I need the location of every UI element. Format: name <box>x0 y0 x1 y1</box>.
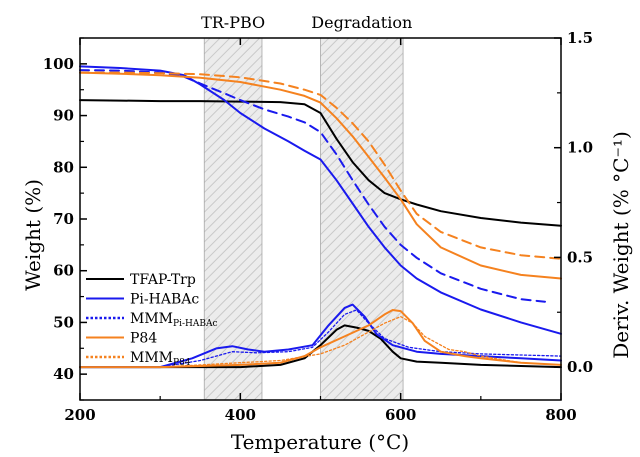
y-right-tick-label-4: 1.5 <box>567 29 593 47</box>
weight-series-3 <box>79 69 546 303</box>
derivative-series-2 <box>79 303 562 369</box>
legend-label-subscript-3: Pi-HABAc <box>173 319 217 329</box>
region-label-2: Degradation <box>311 13 412 32</box>
shaded-region-1 <box>203 37 263 401</box>
derivative-series-3 <box>79 309 562 368</box>
y-left-tick-label-2: 50 <box>53 313 74 331</box>
legend-label-2: Pi-HABAc <box>130 292 199 308</box>
y-left-tick-label-1: 40 <box>53 365 74 383</box>
weight-series-5 <box>79 71 562 260</box>
y-axis-right-title: Deriv. Weight (% °C⁻¹) <box>609 131 633 359</box>
x-axis-title: Temperature (°C) <box>231 430 409 454</box>
y-right-tick-label-1: 0.0 <box>567 358 593 376</box>
x-tick-label-2: 400 <box>225 406 256 424</box>
y-left-tick-label-4: 70 <box>53 210 74 228</box>
y-right-tick-label-3: 1.0 <box>567 139 593 157</box>
legend-label-1: TFAP-Trp <box>130 272 196 288</box>
shaded-region-2 <box>320 37 404 401</box>
y-left-tick-label-7: 100 <box>43 55 74 73</box>
weight-series-4 <box>79 71 562 280</box>
series-lines <box>79 65 562 369</box>
weight-series-1 <box>79 99 562 227</box>
x-tick-label-1: 200 <box>64 406 95 424</box>
y-left-tick-label-5: 80 <box>53 158 74 176</box>
y-right-tick-label-2: 0.5 <box>567 248 593 266</box>
legend-label-5: MMMP84 <box>130 350 191 368</box>
shaded-regions <box>203 37 404 401</box>
x-tick-label-4: 800 <box>545 406 576 424</box>
y-axis-left-title: Weight (%) <box>21 179 45 291</box>
x-tick-label-3: 600 <box>385 406 416 424</box>
derivative-series-4 <box>79 309 562 369</box>
legend-label-subscript-5: P84 <box>173 358 191 368</box>
legend-label-4: P84 <box>130 331 157 347</box>
axes: 200 400 600 800 40 50 60 70 80 90 100 0.0 0.5 1.0 1.5 <box>43 29 593 424</box>
y-left-tick-label-6: 90 <box>53 107 74 125</box>
region-labels: TR-PBO Degradation <box>201 13 412 32</box>
y-left-tick-label-3: 60 <box>53 262 74 280</box>
region-label-1: TR-PBO <box>201 13 265 32</box>
derivative-series-5 <box>79 315 562 368</box>
